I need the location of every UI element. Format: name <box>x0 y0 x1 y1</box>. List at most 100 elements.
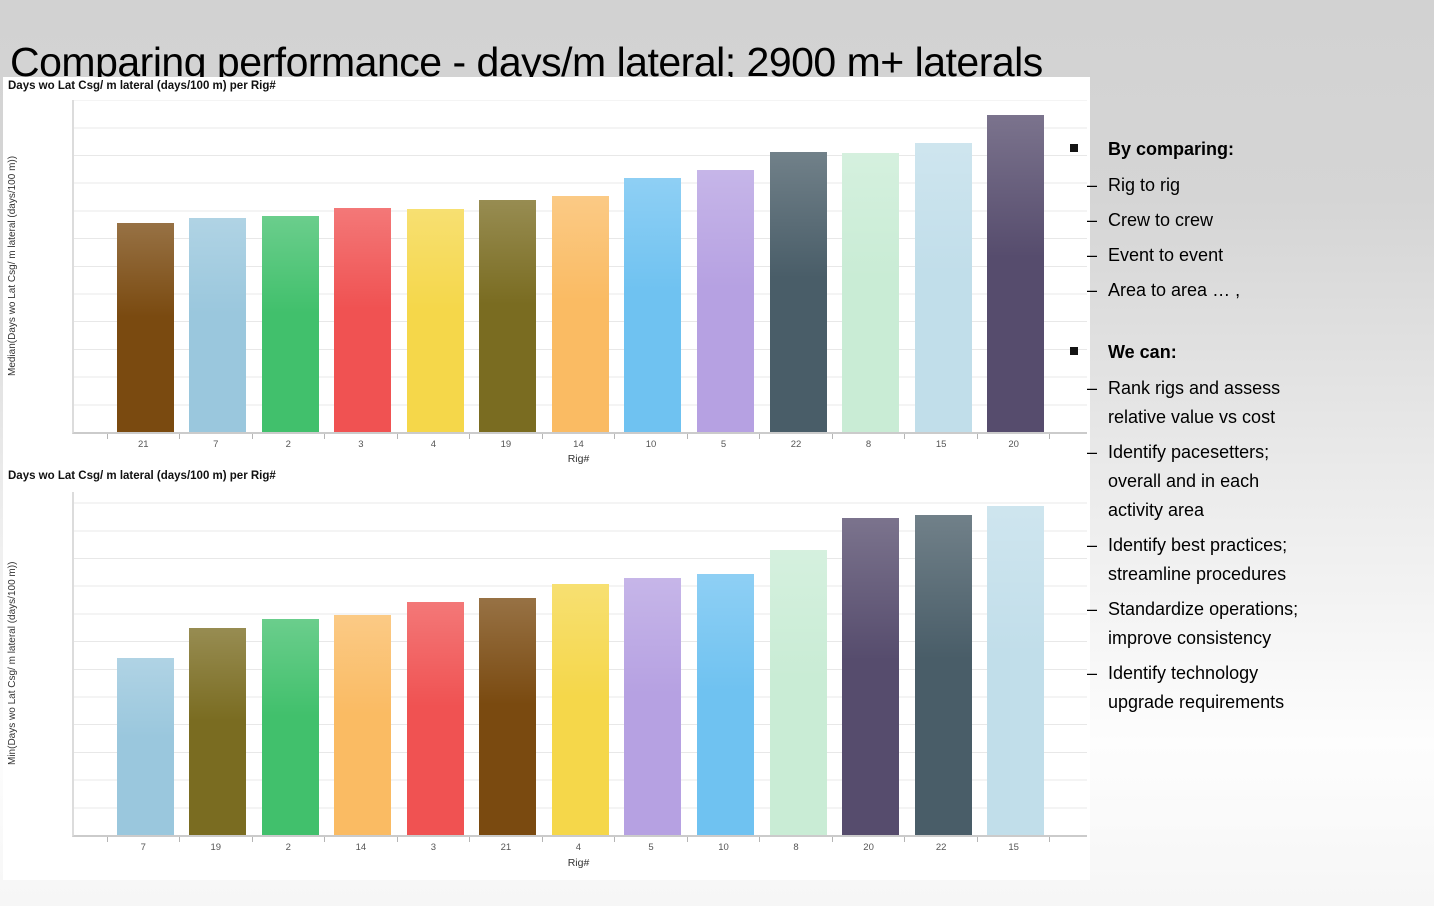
x-tick <box>978 837 1051 842</box>
bar-slot <box>472 100 545 432</box>
x-tick-label: 2 <box>285 439 291 450</box>
dash-bullet: – <box>1087 175 1098 195</box>
x-tick <box>905 434 978 439</box>
note-item: – Rig to rig <box>1060 171 1432 200</box>
bar-rig-5[interactable] <box>697 169 755 432</box>
x-tick-label: 14 <box>573 439 584 450</box>
x-tick-label: 4 <box>430 439 437 450</box>
x-tick-label: 5 <box>720 439 727 450</box>
note-items: – Rank rigs and assess relative value vs … <box>1060 374 1432 717</box>
bar-rig-3[interactable] <box>334 207 392 432</box>
bar-slot <box>182 492 255 835</box>
bar-rig-8[interactable] <box>769 550 827 835</box>
x-tick-label: 8 <box>793 842 799 853</box>
note-heading: By comparing: <box>1060 136 1432 162</box>
median-days-per-rig-chart: Days wo Lat Csg/ m lateral (days/100 m) … <box>3 77 1090 467</box>
bar-rig-7[interactable] <box>189 217 247 432</box>
x-tick <box>905 837 978 842</box>
x-tick-label: 20 <box>1008 439 1019 450</box>
note-item: – Crew to crew <box>1060 206 1432 235</box>
note-item-text: Crew to crew <box>1108 210 1214 230</box>
x-tick-label: 21 <box>500 842 512 853</box>
bar-slot <box>254 492 327 835</box>
x-tick <box>688 434 761 439</box>
bar-rig-4[interactable] <box>551 583 609 835</box>
bar-rig-7[interactable] <box>116 658 174 835</box>
bar-rig-5[interactable] <box>624 577 682 835</box>
note-item: – Area to area … , <box>1060 276 1432 305</box>
note-item-text: Identify pacesetters; overall and in eac… <box>1108 442 1270 520</box>
x-axis-title: Rig# <box>567 857 590 869</box>
x-axis-title: Rig# <box>567 453 590 465</box>
bar-rig-19[interactable] <box>189 627 247 835</box>
bar-rig-15[interactable] <box>987 506 1045 835</box>
x-tick-label: 7 <box>140 842 146 853</box>
note-items: – Rig to rig – Crew to crew – Event to event –… <box>1060 171 1432 305</box>
bullet-square-icon <box>1070 347 1078 355</box>
note-item: – Identify best practices; streamline pro… <box>1060 531 1432 589</box>
bar-rig-8[interactable] <box>842 153 900 432</box>
x-tick-label: 8 <box>865 439 872 450</box>
x-tick <box>543 434 616 439</box>
x-tick <box>833 837 906 842</box>
bar-rig-22[interactable] <box>914 515 972 835</box>
dash-bullet: – <box>1087 210 1098 230</box>
note-item-text: Rig to rig <box>1108 175 1181 195</box>
bar-slot <box>689 492 762 835</box>
x-tick-label: 14 <box>355 842 367 853</box>
bar-rig-10[interactable] <box>624 178 682 432</box>
x-tick-label: 10 <box>645 439 657 450</box>
chart-title: Days wo Lat Csg/ m lateral (days/100 m) … <box>8 470 276 482</box>
x-tick-label: 22 <box>935 842 947 853</box>
bar-rig-20[interactable] <box>987 114 1045 432</box>
bar-rig-19[interactable] <box>479 199 537 432</box>
x-tick-label: 22 <box>790 439 802 450</box>
bar-slot <box>254 100 327 432</box>
bar-rig-3[interactable] <box>406 601 464 835</box>
x-tick <box>180 837 253 842</box>
note-heading-text: By comparing: <box>1108 139 1235 159</box>
bar-slot <box>617 100 690 432</box>
dash-bullet: – <box>1087 378 1098 398</box>
bar-rig-21[interactable] <box>479 598 537 835</box>
bar-rig-21[interactable] <box>116 222 174 432</box>
note-item: – Standardize operations; improve consist… <box>1060 595 1432 653</box>
bar-rig-2[interactable] <box>261 216 319 432</box>
dash-bullet: – <box>1087 245 1098 265</box>
x-tick-labels: 7 19 2 14 3 21 4 5 10 8 20 22 15 <box>107 842 1050 853</box>
bar-slot <box>327 492 400 835</box>
bar-rig-2[interactable] <box>261 618 319 835</box>
note-item-text: Area to area … , <box>1108 280 1241 300</box>
bar-slot <box>979 492 1052 835</box>
x-axis-ticks <box>107 434 1051 439</box>
bar-rig-20[interactable] <box>842 517 900 835</box>
bar-rig-10[interactable] <box>697 574 755 835</box>
dash-bullet: – <box>1087 535 1098 555</box>
bar-rig-4[interactable] <box>406 208 464 432</box>
bar-slot <box>544 492 617 835</box>
bar-slot <box>834 100 907 432</box>
x-tick <box>253 837 326 842</box>
bar-rig-14[interactable] <box>551 196 609 432</box>
bar-rig-22[interactable] <box>769 152 827 432</box>
bar-slot <box>762 100 835 432</box>
note-item: – Identify pacesetters; overall and in ea… <box>1060 438 1432 525</box>
note-section-we-can: We can: – Rank rigs and assess relative v… <box>1060 339 1432 717</box>
dash-bullet: – <box>1087 442 1098 462</box>
note-item-text: Identify best practices; streamline proc… <box>1108 535 1288 584</box>
bar-slot <box>834 492 907 835</box>
x-tick <box>253 434 326 439</box>
bar-rig-14[interactable] <box>334 615 392 835</box>
x-axis-ticks <box>107 837 1051 842</box>
note-item-text: Standardize operations; improve consiste… <box>1108 599 1299 648</box>
x-tick-label: 19 <box>210 842 222 853</box>
bar-rig-15[interactable] <box>914 143 972 432</box>
x-tick <box>107 837 181 842</box>
bars <box>109 492 1052 835</box>
x-tick <box>107 434 181 439</box>
x-tick <box>543 837 616 842</box>
note-heading: We can: <box>1060 339 1432 365</box>
x-tick-label: 4 <box>575 842 582 853</box>
x-tick <box>325 837 398 842</box>
